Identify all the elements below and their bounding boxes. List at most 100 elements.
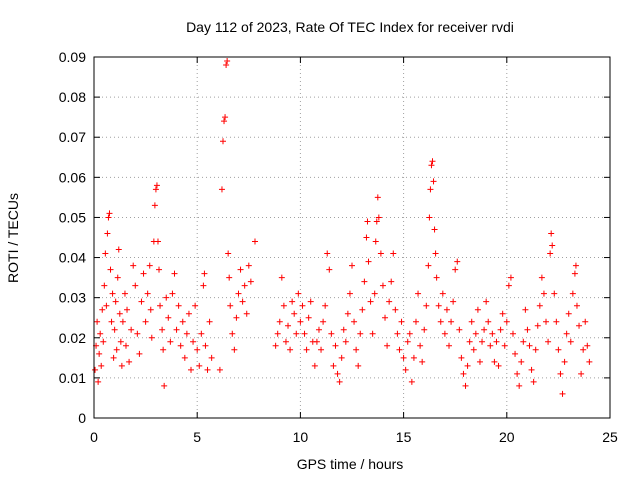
data-point (251, 238, 258, 245)
y-tick-label: 0.03 (59, 290, 86, 306)
data-point (115, 246, 122, 253)
data-point (421, 326, 428, 333)
data-point (534, 322, 541, 329)
data-point (382, 314, 389, 321)
data-point (582, 318, 589, 325)
data-point (427, 186, 434, 193)
data-point (547, 250, 554, 257)
data-points (92, 58, 593, 397)
data-point (119, 318, 126, 325)
data-point (520, 338, 527, 345)
data-point (522, 306, 529, 313)
data-point (426, 214, 433, 221)
data-point (163, 294, 170, 301)
data-point (285, 322, 292, 329)
data-point (278, 274, 285, 281)
data-point (313, 338, 320, 345)
data-point (452, 266, 459, 273)
data-point (340, 326, 347, 333)
grid-lines (94, 57, 610, 418)
data-point (183, 330, 190, 337)
data-point (159, 326, 166, 333)
data-point (437, 318, 444, 325)
data-point (105, 214, 112, 221)
data-point (136, 350, 143, 357)
data-point (428, 162, 435, 169)
data-point (586, 358, 593, 365)
data-point (113, 346, 120, 353)
data-point (132, 282, 139, 289)
data-point (190, 338, 197, 345)
chart-title: Day 112 of 2023, Rate Of TEC Index for r… (186, 19, 514, 35)
data-point (124, 306, 131, 313)
data-point (274, 330, 281, 337)
data-point (375, 214, 382, 221)
data-point (396, 346, 403, 353)
data-point (367, 298, 374, 305)
data-point (398, 318, 405, 325)
data-point (540, 290, 547, 297)
data-point (580, 346, 587, 353)
data-point (177, 342, 184, 349)
data-point (425, 262, 432, 269)
data-point (103, 302, 110, 309)
data-point (111, 326, 118, 333)
data-point (118, 362, 125, 369)
data-point (456, 326, 463, 333)
data-point (454, 258, 461, 265)
data-point (224, 58, 231, 65)
data-point (243, 310, 250, 317)
data-point (497, 326, 504, 333)
data-point (245, 262, 252, 269)
data-point (474, 306, 481, 313)
data-point (276, 318, 283, 325)
data-point (95, 378, 102, 385)
x-tick-label: 25 (602, 429, 618, 445)
data-point (402, 366, 409, 373)
data-point (247, 278, 254, 285)
data-point (112, 298, 119, 305)
data-point (94, 318, 101, 325)
data-point (392, 306, 399, 313)
data-point (499, 310, 506, 317)
data-point (514, 370, 521, 377)
data-point (394, 330, 401, 337)
data-point (505, 282, 512, 289)
data-point (372, 238, 379, 245)
data-point (117, 338, 124, 345)
data-point (320, 318, 327, 325)
data-point (108, 318, 115, 325)
data-point (365, 258, 372, 265)
data-point (410, 354, 417, 361)
data-point (374, 194, 381, 201)
data-point (287, 346, 294, 353)
data-point (220, 138, 226, 145)
plot-frame (93, 56, 611, 419)
data-point (237, 266, 244, 273)
x-axis-label: GPS time / hours (297, 456, 404, 472)
data-point (495, 362, 502, 369)
data-point (221, 118, 228, 125)
data-point (167, 338, 174, 345)
data-point (322, 302, 329, 309)
data-point (493, 338, 500, 345)
data-point (328, 330, 335, 337)
data-point (318, 346, 325, 353)
data-point (435, 302, 442, 309)
axis-ticks (93, 56, 611, 419)
data-point (584, 342, 591, 349)
data-point (96, 350, 103, 357)
data-point (507, 274, 514, 281)
data-point (349, 262, 355, 269)
data-point (156, 266, 163, 273)
data-point (412, 318, 419, 325)
data-point (179, 318, 186, 325)
data-point (109, 290, 116, 297)
data-point (231, 346, 238, 353)
data-point (241, 282, 248, 289)
data-point (419, 358, 426, 365)
data-point (483, 298, 490, 305)
data-point (92, 366, 99, 373)
data-point (291, 310, 298, 317)
data-point (571, 270, 578, 277)
